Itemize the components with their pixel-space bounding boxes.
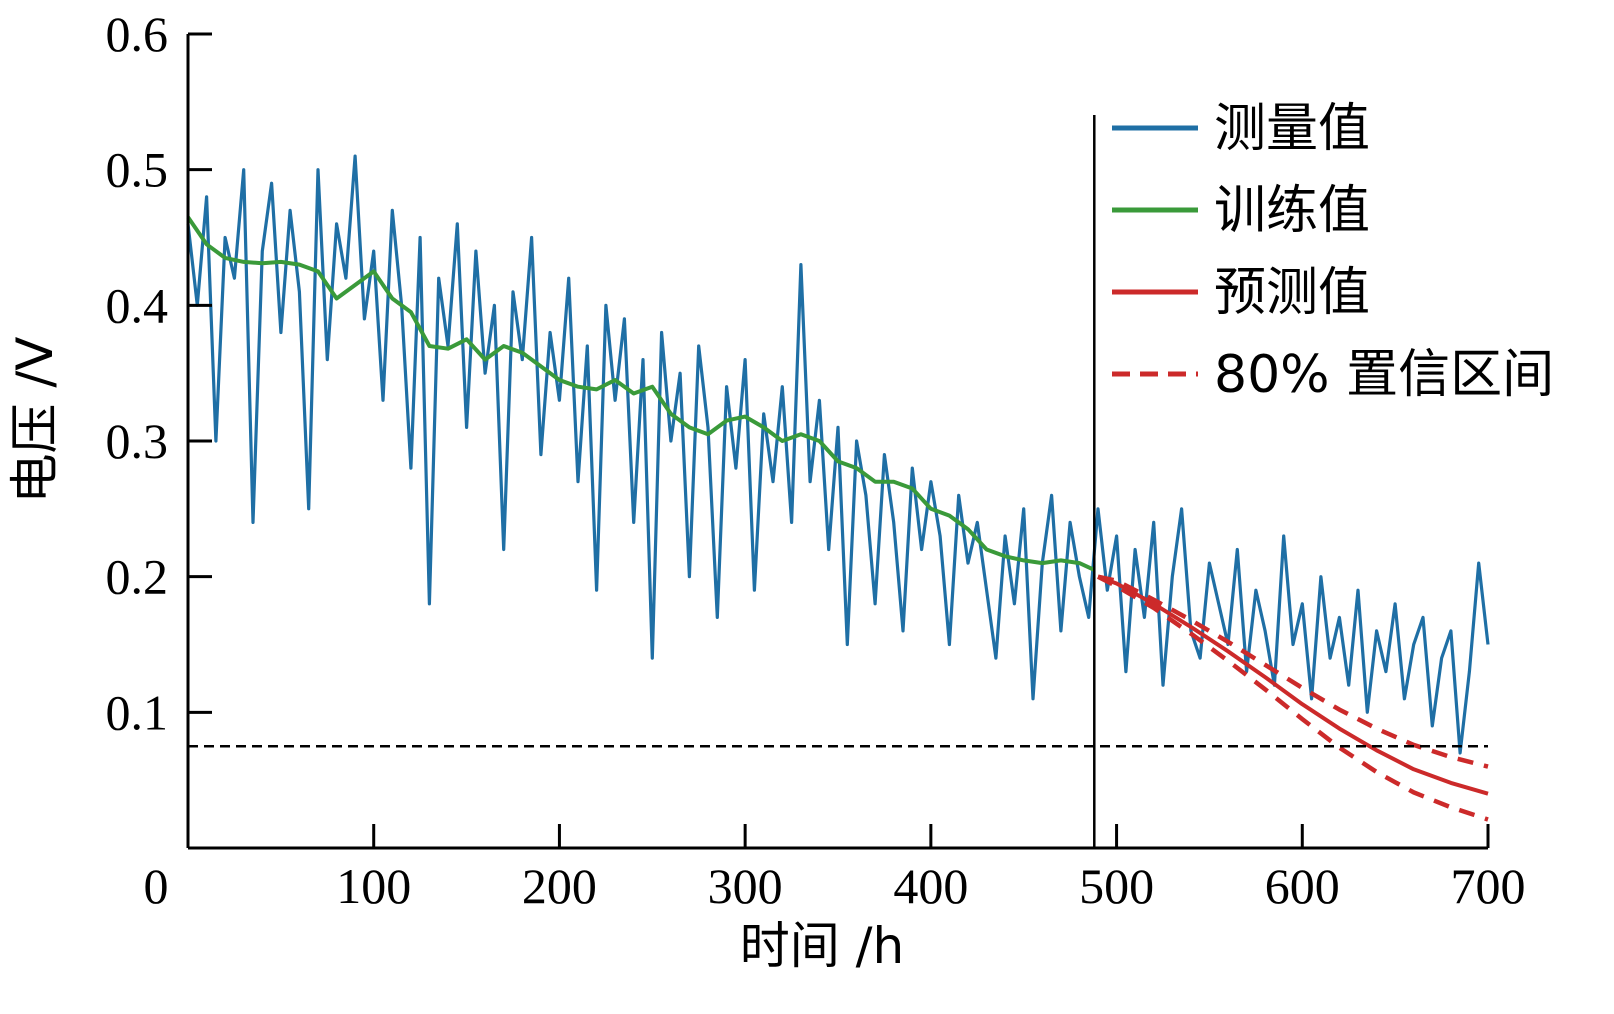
series-layer — [186, 154, 1490, 822]
y-ticks: 0.1 0.2 0.3 0.4 0.5 0.6 — [106, 6, 212, 740]
x-tick-label: 200 — [522, 858, 597, 914]
axes: 0.1 0.2 0.3 0.4 0.5 0.6 0 100 200 300 400 500 600 70… — [106, 6, 1526, 914]
y-tick-label: 0.6 — [106, 6, 169, 62]
legend-label-3: 80% 置信区间 — [1214, 345, 1554, 405]
y-tick-label: 0.1 — [106, 684, 169, 740]
y-tick-label: 0.4 — [106, 277, 169, 333]
x-axis-title: 时间 /h — [740, 917, 904, 975]
x-tick-label: 100 — [336, 858, 411, 914]
legend-label-0: 测量值 — [1214, 99, 1370, 159]
x-tick-label: 700 — [1451, 858, 1526, 914]
y-tick-label: 0.2 — [106, 549, 169, 605]
x-tick-label: 600 — [1265, 858, 1340, 914]
x-tick-label: 400 — [893, 858, 968, 914]
y-tick-label: 0.3 — [106, 413, 169, 469]
y-axis-title: 电压 /V — [6, 337, 64, 504]
series-line-2 — [1097, 574, 1489, 796]
series-line-4 — [1096, 574, 1489, 822]
series-line-3 — [1097, 574, 1489, 769]
x-tick-label: 500 — [1079, 858, 1154, 914]
plot-area — [186, 115, 1490, 848]
legend-label-1: 训练值 — [1214, 181, 1370, 241]
series-line-0 — [186, 154, 1490, 755]
x-ticks: 0 100 200 300 400 500 600 700 — [144, 824, 1526, 914]
x-tick-label: 0 — [144, 858, 169, 914]
x-tick-label: 300 — [708, 858, 783, 914]
legend-label-2: 预测值 — [1214, 263, 1370, 323]
series-line-1 — [186, 215, 1096, 572]
y-tick-label: 0.5 — [106, 142, 169, 198]
